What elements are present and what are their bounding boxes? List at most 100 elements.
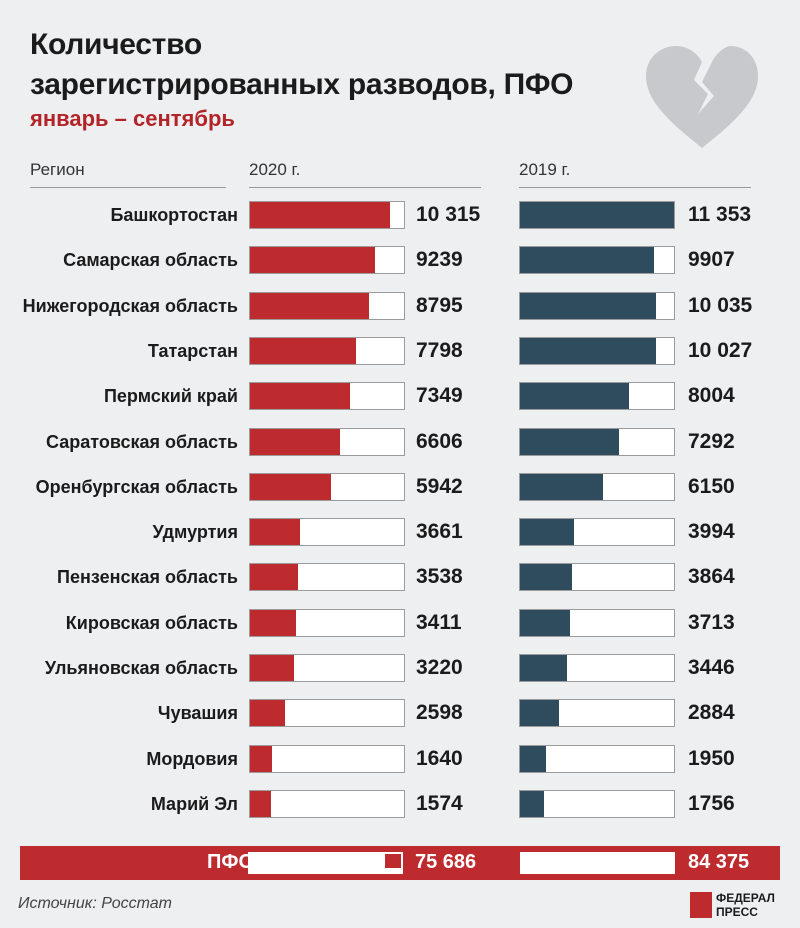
region-label: Марий Эл (150, 793, 238, 814)
data-label-2020: 3538 (416, 565, 463, 589)
bar-track-2019 (519, 382, 675, 411)
region-label: Башкортостан (110, 205, 238, 225)
column-rule-2019 (519, 187, 751, 188)
data-label-2020: 3661 (416, 520, 463, 544)
data-label-2019: 10 035 (688, 293, 753, 317)
region-label: Нижегородская область (22, 295, 238, 316)
data-label-2019: 3994 (688, 520, 735, 544)
data-label-2019: 3864 (688, 565, 735, 589)
chart-row: Татарстан 7798 10 027 (0, 334, 800, 379)
bar-2019 (520, 745, 547, 772)
bar-2019 (520, 202, 674, 228)
bar-track-2019 (519, 518, 675, 547)
chart-row: Саратовская область 6606 7292 (0, 425, 800, 470)
bar-track-2020 (249, 291, 405, 320)
chart-row: Марий Эл 1574 1756 (0, 787, 800, 832)
bar-2020 (250, 519, 300, 546)
bar-track-2020 (249, 246, 405, 275)
column-rule-region (30, 187, 226, 188)
data-label-2019: 11 353 (688, 203, 752, 226)
total-label: ПФО (207, 851, 255, 873)
data-label-2020: 3220 (416, 656, 463, 679)
bar-track-2019 (519, 427, 675, 456)
data-label-2019: 8004 (688, 384, 735, 408)
data-label-2019: 9907 (688, 248, 735, 272)
bar-track-2019 (519, 608, 675, 637)
bar-2019 (520, 564, 573, 591)
logo-text: ФЕДЕРАЛ ПРЕСС (716, 891, 775, 919)
bar-track-2019 (519, 472, 675, 501)
data-label-2020: 7798 (416, 338, 463, 362)
data-label-2019: 2884 (688, 701, 735, 725)
bar-track-2020 (249, 518, 405, 547)
region-label: Пензенская область (57, 567, 238, 588)
bar-2020 (250, 609, 297, 636)
chart-row: Мордовия 1640 1950 (0, 742, 800, 787)
total-row: ПФО 75 686 84 375 (20, 846, 780, 880)
region-label: Самарская область (63, 250, 238, 271)
region-label: Саратовская область (46, 431, 238, 452)
region-label: Ульяновская область (44, 658, 238, 678)
data-label-2020: 10 315 (416, 203, 481, 226)
data-label-2020: 3411 (416, 610, 462, 634)
logo-text-line-2: ПРЕСС (716, 905, 758, 919)
chart-row: Башкортостан 10 315 11 353 (0, 198, 800, 243)
bar-2019 (520, 247, 655, 274)
bar-2019 (520, 609, 571, 636)
data-label-2020: 5942 (416, 474, 463, 498)
bar-2019 (520, 428, 619, 455)
total-value-2019: 84 375 (688, 851, 750, 873)
bar-track-2019 (519, 699, 675, 728)
chart-subtitle: январь – сентябрь (30, 106, 235, 131)
bar-track-2019 (519, 246, 675, 275)
chart-title-line-1: Количество (30, 28, 202, 61)
region-label: Мордовия (146, 748, 238, 769)
bar-2020 (250, 790, 272, 817)
bar-2020 (250, 655, 294, 681)
bar-track-2020 (249, 201, 405, 229)
data-label-2020: 7349 (416, 384, 463, 408)
chart-row: Ульяновская область 3220 3446 (0, 651, 800, 696)
column-header-region: Регион (30, 160, 85, 179)
bar-2020 (250, 473, 331, 500)
bar-2019 (520, 337, 656, 364)
data-label-2019: 6150 (688, 474, 735, 498)
chart-row: Самарская область 9239 9907 (0, 243, 800, 288)
bar-2019 (520, 473, 604, 500)
bar-2020 (250, 428, 340, 455)
bar-track-2019 (519, 336, 675, 365)
bar-track-2020 (249, 654, 405, 682)
data-label-2019: 10 027 (688, 338, 753, 362)
bar-track-2020 (249, 699, 405, 728)
bar-track-2019 (519, 563, 675, 592)
bar-track-2019 (519, 291, 675, 320)
total-bar-2019 (520, 852, 675, 874)
bar-track-2020 (249, 472, 405, 501)
data-label-2020: 6606 (416, 429, 463, 453)
bar-2020 (250, 202, 390, 228)
chart-row: Кировская область 3411 3713 (0, 606, 800, 651)
logo-text-line-1: ФЕДЕРАЛ (716, 891, 775, 905)
total-value-2020: 75 686 (415, 851, 477, 873)
bar-track-2019 (519, 654, 675, 682)
chart-row: Пензенская область 3538 3864 (0, 560, 800, 605)
bar-track-2020 (249, 563, 405, 592)
chart-row: Оренбургская область 5942 6150 (0, 470, 800, 515)
bar-2019 (520, 292, 657, 319)
data-label-2020: 2598 (416, 701, 463, 725)
source-note: Источник: Росстат (18, 895, 172, 912)
data-label-2020: 1574 (416, 791, 463, 815)
data-label-2019: 3713 (688, 610, 735, 634)
logo-mark-icon (690, 892, 712, 918)
bar-track-2020 (249, 608, 405, 637)
total-bar-2020-mark (385, 854, 401, 868)
bar-2020 (250, 247, 376, 274)
bar-2020 (250, 337, 356, 364)
bar-2019 (520, 519, 575, 546)
bar-track-2020 (249, 744, 405, 773)
bar-2019 (520, 790, 544, 817)
bar-2019 (520, 383, 629, 410)
data-label-2020: 1640 (416, 746, 463, 770)
region-label: Кировская область (65, 612, 238, 633)
publisher-logo: ФЕДЕРАЛ ПРЕСС (690, 888, 782, 922)
